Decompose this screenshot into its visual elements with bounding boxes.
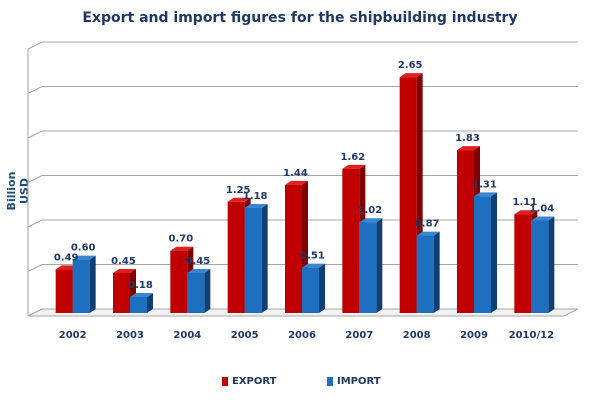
data-label-export-2003: 0.45 (111, 256, 136, 267)
data-label-import-2006: 0.51 (300, 251, 325, 262)
data-label-export-2007: 1.62 (340, 152, 365, 163)
bar-top-export-2006 (285, 180, 308, 185)
bar-import-2008 (416, 235, 434, 313)
data-label-import-2007: 1.02 (357, 205, 382, 216)
bar-side-import-2010/12 (548, 216, 555, 313)
gridline (27, 175, 578, 183)
bar-import-2006 (302, 267, 319, 313)
x-tick-label: 2003 (116, 330, 144, 341)
gridline (27, 264, 578, 272)
bar-export-2004 (170, 250, 188, 313)
bar-top-export-2007 (342, 164, 366, 169)
bar-import-2003 (130, 296, 147, 313)
data-label-export-2008: 2.65 (398, 60, 423, 71)
bar-top-import-2005 (244, 203, 268, 208)
legend-item-export: EXPORT (222, 376, 276, 387)
bar-import-2007 (359, 222, 377, 313)
bar-side-import-2002 (89, 255, 96, 313)
data-label-export-2005: 1.25 (226, 185, 251, 196)
bar-export-2008 (399, 77, 417, 314)
data-label-export-2004: 0.70 (168, 234, 193, 245)
bar-import-2004 (187, 272, 205, 313)
data-label-export-2010/12: 1.11 (512, 197, 537, 208)
data-label-import-2004: 0.45 (185, 256, 210, 267)
data-label-import-2008: 0.87 (415, 219, 440, 230)
gridline (27, 219, 578, 228)
bar-side-import-2009 (491, 192, 497, 313)
data-label-export-2009: 1.83 (455, 133, 480, 144)
gridline (27, 86, 578, 94)
bar-top-export-2003 (113, 268, 136, 273)
bars (55, 73, 555, 314)
x-tick-label: 2002 (59, 330, 87, 341)
bar-import-2002 (72, 259, 90, 313)
data-label-import-2009: 1.31 (472, 179, 497, 190)
legend-swatch-import (327, 377, 333, 386)
data-label-import-2002: 0.60 (71, 243, 96, 254)
bar-side-import-2007 (376, 218, 383, 313)
bar-import-2005 (244, 207, 262, 313)
data-label-import-2003: 0.18 (128, 280, 153, 291)
bar-export-2009 (457, 150, 474, 313)
bar-top-import-2009 (474, 192, 497, 197)
bar-export-2006 (285, 184, 302, 313)
bar-export-2003 (113, 272, 130, 313)
legend-item-import: IMPORT (327, 376, 381, 387)
bar-import-2010/12 (531, 220, 549, 313)
x-tick-label: 2009 (460, 330, 488, 341)
bar-top-export-2009 (457, 146, 480, 151)
bar-side-import-2005 (261, 203, 268, 313)
bar-side-import-2003 (147, 292, 153, 313)
bar-top-export-2010/12 (514, 210, 538, 215)
x-tick-label: 2007 (345, 330, 373, 341)
bar-side-import-2008 (433, 231, 440, 313)
bar-top-import-2006 (302, 263, 325, 268)
bar-export-2002 (55, 269, 73, 313)
x-tick-label: 2010/12 (509, 330, 554, 341)
x-tick-labels: 2002 2003 2004 2005 2006 2007 2008 2009 2010/12 (59, 330, 554, 341)
bar-top-import-2007 (359, 218, 383, 223)
bar-top-import-2002 (72, 255, 96, 260)
data-label-import-2010/12: 1.04 (529, 203, 554, 214)
bar-top-import-2010/12 (531, 216, 555, 221)
bar-top-export-2008 (399, 73, 423, 78)
data-label-export-2002: 0.49 (54, 252, 79, 263)
gridline (27, 41, 578, 50)
bar-top-import-2004 (187, 268, 211, 273)
legend-label-export: EXPORT (232, 376, 277, 387)
bar-export-2005 (227, 201, 245, 313)
legend-swatch-export (222, 377, 228, 386)
bar-side-import-2006 (319, 263, 325, 313)
x-tick-label: 2006 (288, 330, 316, 341)
bar-top-import-2003 (130, 292, 153, 297)
bar-top-export-2004 (170, 246, 194, 251)
data-labels: 0.490.60 0.45 0.18 0.70 0.45 1.251.18 1.44 0.51… (54, 60, 554, 291)
data-label-export-2006: 1.44 (283, 168, 308, 179)
x-tick-label: 2004 (173, 330, 201, 341)
bar-import-2009 (474, 196, 491, 313)
bar-top-export-2005 (227, 197, 251, 202)
bar-export-2010/12 (514, 214, 532, 313)
chart-title: Export and import figures for the shipbu… (82, 10, 518, 26)
x-tick-label: 2008 (403, 330, 431, 341)
bar-export-2007 (342, 168, 360, 313)
x-tick-label: 2005 (231, 330, 259, 341)
legend-label-import: IMPORT (337, 376, 381, 387)
gridline (27, 130, 578, 139)
bar-side-import-2004 (204, 268, 211, 313)
data-label-import-2005: 1.18 (243, 191, 268, 202)
bar-top-import-2008 (416, 231, 440, 236)
